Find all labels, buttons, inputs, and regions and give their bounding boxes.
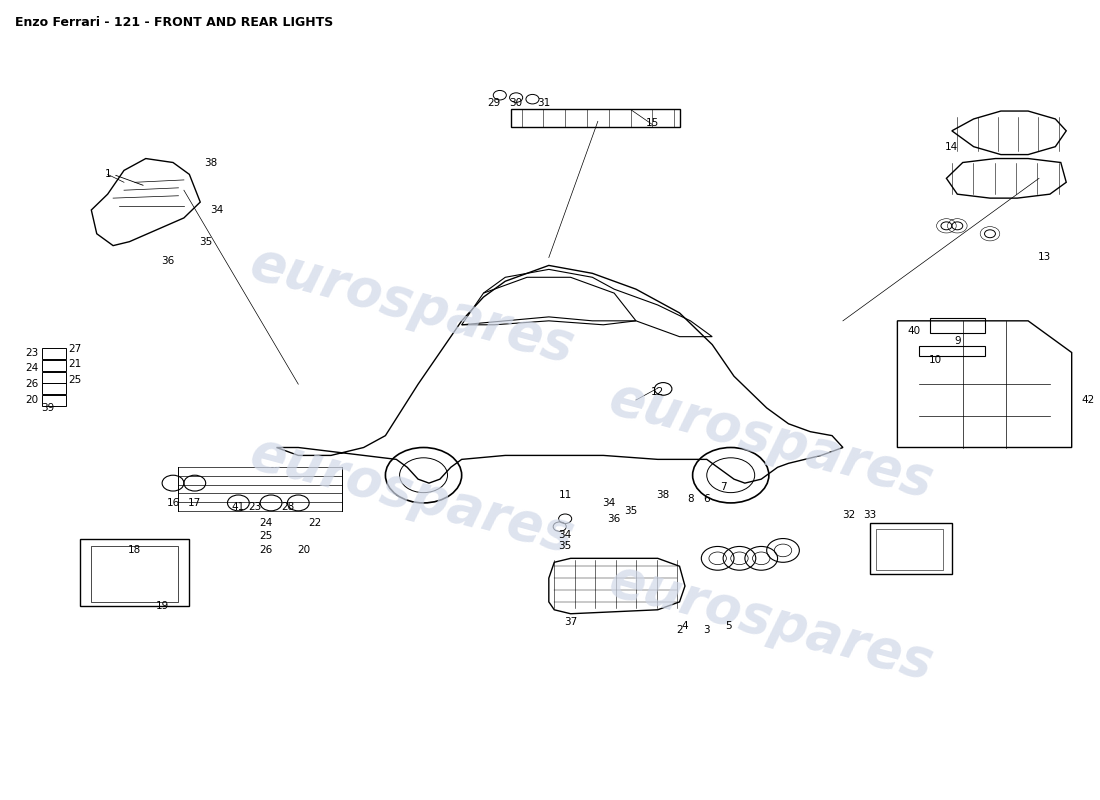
Bar <box>42 395 66 406</box>
Text: 26: 26 <box>25 379 39 389</box>
Text: 17: 17 <box>188 498 201 508</box>
Bar <box>42 348 66 359</box>
Text: 37: 37 <box>564 617 578 626</box>
Bar <box>91 546 178 602</box>
Text: 38: 38 <box>657 490 670 500</box>
Text: 7: 7 <box>719 482 726 492</box>
Bar <box>42 360 66 370</box>
Text: 24: 24 <box>258 518 272 528</box>
Text: 12: 12 <box>651 387 664 397</box>
Text: 29: 29 <box>487 98 500 108</box>
Text: 23: 23 <box>25 347 39 358</box>
Text: 27: 27 <box>68 343 81 354</box>
Text: 25: 25 <box>258 531 272 541</box>
Text: 22: 22 <box>308 518 321 528</box>
Text: 30: 30 <box>509 98 522 108</box>
Text: eurospares: eurospares <box>603 371 938 508</box>
Text: 10: 10 <box>930 355 942 366</box>
Text: 34: 34 <box>559 530 572 539</box>
Bar <box>510 110 680 127</box>
Text: 42: 42 <box>1081 395 1094 405</box>
Bar <box>42 383 66 394</box>
Text: 31: 31 <box>537 98 550 108</box>
Bar <box>920 346 984 357</box>
Text: 3: 3 <box>704 625 711 634</box>
Text: Enzo Ferrari - 121 - FRONT AND REAR LIGHTS: Enzo Ferrari - 121 - FRONT AND REAR LIGH… <box>15 16 333 29</box>
Text: 26: 26 <box>258 546 272 555</box>
Text: 9: 9 <box>954 336 960 346</box>
Text: 40: 40 <box>908 326 921 336</box>
Text: 35: 35 <box>199 237 212 246</box>
Text: 35: 35 <box>624 506 637 516</box>
Text: 6: 6 <box>704 494 711 504</box>
Text: 19: 19 <box>155 601 168 611</box>
Text: 2: 2 <box>676 625 683 634</box>
Text: 28: 28 <box>280 502 294 512</box>
Text: 11: 11 <box>559 490 572 500</box>
Text: 24: 24 <box>25 363 39 374</box>
Text: 36: 36 <box>161 257 174 266</box>
Text: 5: 5 <box>725 621 732 630</box>
Text: 36: 36 <box>607 514 620 524</box>
Bar <box>80 538 189 606</box>
Text: 8: 8 <box>688 494 694 504</box>
Bar <box>42 371 66 382</box>
Text: 34: 34 <box>210 205 223 215</box>
Bar <box>931 318 985 333</box>
Bar <box>870 522 952 574</box>
Text: 34: 34 <box>602 498 615 508</box>
Text: 15: 15 <box>646 118 659 128</box>
Bar <box>876 529 943 570</box>
Text: 1: 1 <box>104 170 111 179</box>
Text: 21: 21 <box>68 359 81 370</box>
Text: 23: 23 <box>249 502 262 512</box>
Text: 16: 16 <box>166 498 179 508</box>
Text: 4: 4 <box>682 621 689 630</box>
Text: eurospares: eurospares <box>244 237 580 374</box>
Text: 25: 25 <box>68 375 81 386</box>
Text: 35: 35 <box>559 542 572 551</box>
Text: 39: 39 <box>41 403 54 413</box>
Text: 32: 32 <box>842 510 855 520</box>
Text: 20: 20 <box>297 546 310 555</box>
Text: 13: 13 <box>1037 253 1052 262</box>
Text: 38: 38 <box>205 158 218 167</box>
Text: eurospares: eurospares <box>244 426 580 563</box>
Text: 41: 41 <box>232 502 245 512</box>
Text: 18: 18 <box>129 546 142 555</box>
Text: 33: 33 <box>864 510 877 520</box>
Text: 20: 20 <box>25 395 39 405</box>
Text: eurospares: eurospares <box>603 554 938 690</box>
Text: 14: 14 <box>945 142 958 152</box>
